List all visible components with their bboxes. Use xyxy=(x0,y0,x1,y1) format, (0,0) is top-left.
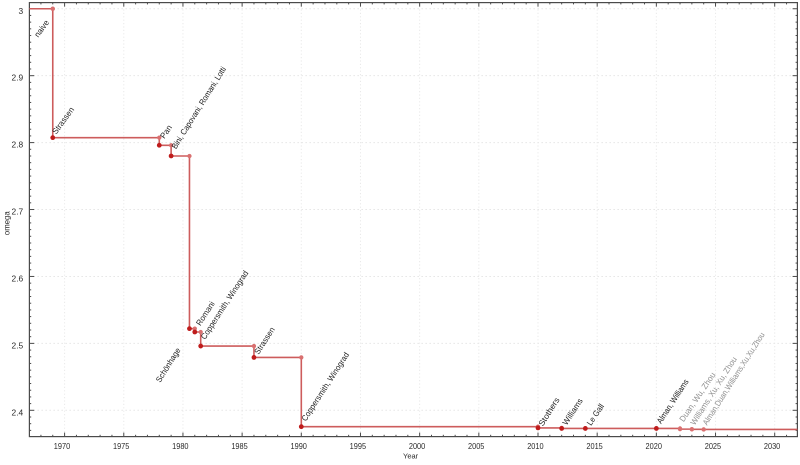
svg-text:2000: 2000 xyxy=(409,441,426,451)
svg-text:2020: 2020 xyxy=(646,441,663,451)
svg-text:1990: 1990 xyxy=(291,441,308,451)
svg-text:2005: 2005 xyxy=(468,441,485,451)
svg-text:2.9: 2.9 xyxy=(12,73,24,83)
svg-text:Year: Year xyxy=(403,452,419,460)
svg-text:2.8: 2.8 xyxy=(12,140,24,150)
svg-text:1985: 1985 xyxy=(231,441,248,451)
svg-text:3: 3 xyxy=(19,6,24,16)
svg-text:omega: omega xyxy=(3,211,12,236)
svg-text:2.5: 2.5 xyxy=(12,340,24,350)
svg-text:2.7: 2.7 xyxy=(12,207,24,217)
svg-text:1995: 1995 xyxy=(350,441,367,451)
svg-text:1980: 1980 xyxy=(172,441,189,451)
svg-text:2010: 2010 xyxy=(527,441,544,451)
svg-text:2030: 2030 xyxy=(764,441,781,451)
svg-text:1975: 1975 xyxy=(113,441,130,451)
svg-text:2.4: 2.4 xyxy=(12,407,24,417)
svg-text:1970: 1970 xyxy=(54,441,71,451)
svg-text:2015: 2015 xyxy=(586,441,603,451)
svg-text:2025: 2025 xyxy=(705,441,722,451)
svg-text:2.6: 2.6 xyxy=(12,273,24,283)
